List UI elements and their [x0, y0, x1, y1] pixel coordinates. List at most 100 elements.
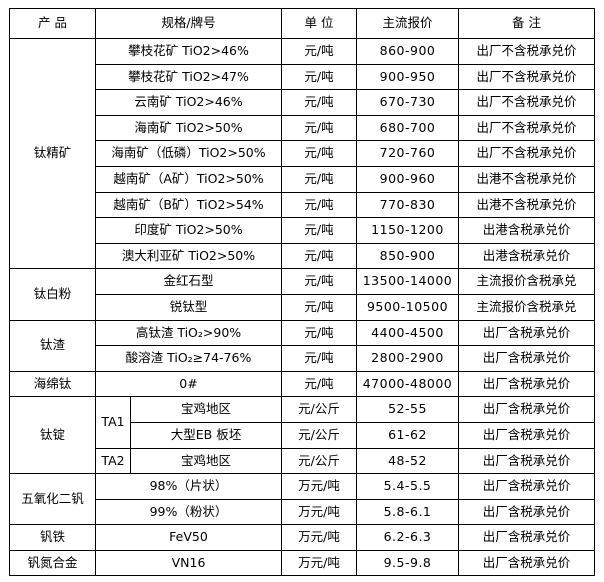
- cell-unit: 元/吨: [281, 370, 357, 398]
- cell-spec: 宝鸡地区: [130, 447, 282, 475]
- table-row: 钛白粉 金红石型 元/吨 13500-14000 主流报价含税承兑: [9, 268, 595, 321]
- cell-unit: 元/吨: [281, 345, 357, 372]
- table-row: 锐钛型 元/吨 9500-10500 主流报价含税承兑: [10, 293, 595, 321]
- cell-spec: 高钛渣 TiO₂>90%: [95, 319, 282, 347]
- cell-spec: 攀枝花矿 TiO2>47%: [95, 63, 282, 91]
- cell-product: 钒氮合金: [9, 549, 96, 577]
- cell-price: 6.2-6.3: [356, 524, 459, 551]
- cell-remark: 出厂含税承兑价: [458, 345, 595, 372]
- header-product: 产 品: [9, 8, 96, 39]
- cell-unit: 元/吨: [281, 114, 357, 142]
- header-row: 产 品 规格/牌号 单 位 主流报价 备 注: [9, 8, 595, 39]
- table-row: 海绵钛 0# 元/吨 47000-48000 出厂含税承兑价: [9, 370, 595, 398]
- cell-spec: 澳大利亚矿 TiO2>50%: [95, 242, 282, 270]
- cell-price: 1150-1200: [356, 217, 459, 244]
- cell-unit: 万元/吨: [281, 549, 357, 577]
- cell-remark: 出厂不含税承兑价: [458, 63, 595, 91]
- table-row: 酸溶渣 TiO₂≥74-76% 元/吨 2800-2900 出厂含税承兑价: [10, 345, 595, 372]
- cell-product: 钛渣: [9, 319, 96, 372]
- cell-remark: 出厂不含税承兑价: [458, 140, 595, 167]
- table-row: 钒氮合金 VN16 万元/吨 9.5-9.8 出厂含税承兑价: [9, 549, 595, 577]
- header-unit: 单 位: [281, 8, 357, 39]
- cell-unit: 元/吨: [281, 63, 357, 91]
- header-spec: 规格/牌号: [95, 8, 282, 39]
- table-row: 越南矿（A矿）TiO2>50% 元/吨 900-960 出港不含税承兑价: [10, 165, 595, 193]
- cell-unit: 元/吨: [281, 319, 357, 347]
- table-row: 钛渣 高钛渣 TiO₂>90% 元/吨 4400-4500 出厂含税承兑价: [9, 319, 595, 372]
- cell-spec: 大型EB 板坯: [130, 421, 282, 449]
- cell-product: 五氧化二钒: [9, 473, 96, 526]
- table-row: 钛精矿 攀枝花矿 TiO2>46% 元/吨 860-900 出厂不含税承兑价: [9, 37, 595, 270]
- cell-grade: TA2: [95, 447, 131, 475]
- cell-product: 钒铁: [9, 524, 96, 551]
- cell-remark: 出厂不含税承兑价: [458, 38, 595, 65]
- cell-remark: 主流报价含税承兑: [458, 268, 595, 295]
- cell-remark: 出港不含税承兑价: [458, 191, 595, 219]
- cell-remark: 出厂不含税承兑价: [458, 89, 595, 116]
- table-row: 海南矿 TiO2>50% 元/吨 680-700 出厂不含税承兑价: [10, 114, 595, 142]
- cell-unit: 元/吨: [281, 293, 357, 321]
- header-price: 主流报价: [356, 8, 459, 39]
- cell-unit: 元/吨: [281, 89, 357, 116]
- cell-unit: 元/吨: [281, 140, 357, 167]
- cell-spec: 宝鸡地区: [130, 396, 282, 423]
- cell-product: 海绵钛: [9, 370, 96, 398]
- cell-spec: 锐钛型: [95, 293, 282, 321]
- cell-spec: 海南矿 TiO2>50%: [95, 114, 282, 142]
- cell-unit: 元/吨: [281, 242, 357, 270]
- cell-spec: FeV50: [95, 524, 282, 551]
- cell-price: 13500-14000: [356, 268, 459, 295]
- cell-spec: 攀枝花矿 TiO2>46%: [95, 38, 282, 65]
- table-row: TA2 宝鸡地区 元/公斤 48-52 出厂含税承兑价: [10, 447, 595, 475]
- table-row: 云南矿 TiO2>46% 元/吨 670-730 出厂不含税承兑价: [10, 89, 595, 116]
- cell-price: 61-62: [356, 421, 459, 449]
- cell-price: 47000-48000: [356, 370, 459, 398]
- cell-grade: TA1: [95, 396, 131, 449]
- cell-price: 9.5-9.8: [356, 549, 459, 577]
- table-header: 产 品 规格/牌号 单 位 主流报价 备 注: [9, 8, 595, 39]
- table-row: 钛锭 TA1 宝鸡地区 元/公斤 52-55 出厂含税承兑价: [9, 396, 595, 475]
- table-body: 钛精矿 攀枝花矿 TiO2>46% 元/吨 860-900 出厂不含税承兑价 攀枝花矿 T…: [9, 37, 595, 577]
- cell-price: 48-52: [356, 447, 459, 475]
- table-row: 五氧化二钒 98%（片状） 万元/吨 5.4-5.5 出厂含税承兑价: [9, 473, 595, 526]
- cell-remark: 出厂含税承兑价: [458, 498, 595, 526]
- cell-spec: 金红石型: [95, 268, 282, 295]
- cell-remark: 出厂含税承兑价: [458, 396, 595, 423]
- cell-unit: 元/吨: [281, 191, 357, 219]
- cell-price: 4400-4500: [356, 319, 459, 347]
- price-table: 产 品 规格/牌号 单 位 主流报价 备 注 钛精矿 攀枝花矿 TiO2>46% 元…: [9, 8, 595, 577]
- cell-spec: 0#: [95, 370, 282, 398]
- header-remark: 备 注: [458, 8, 595, 39]
- cell-price: 9500-10500: [356, 293, 459, 321]
- table-row: 大型EB 板坯 元/公斤 61-62 出厂含税承兑价: [10, 421, 595, 449]
- cell-spec: 海南矿（低磷）TiO2>50%: [95, 140, 282, 167]
- cell-spec: 越南矿（A矿）TiO2>50%: [95, 165, 282, 193]
- cell-price: 2800-2900: [356, 345, 459, 372]
- cell-price: 900-950: [356, 63, 459, 91]
- cell-remark: 出厂含税承兑价: [458, 549, 595, 577]
- cell-remark: 出厂不含税承兑价: [458, 114, 595, 142]
- cell-spec: 越南矿（B矿）TiO2>54%: [95, 191, 282, 219]
- table-row: 攀枝花矿 TiO2>47% 元/吨 900-950 出厂不含税承兑价: [10, 63, 595, 91]
- cell-unit: 元/吨: [281, 38, 357, 65]
- cell-remark: 主流报价含税承兑: [458, 293, 595, 321]
- cell-unit: 万元/吨: [281, 498, 357, 526]
- cell-spec: 酸溶渣 TiO₂≥74-76%: [95, 345, 282, 372]
- table-row: 钒铁 FeV50 万元/吨 6.2-6.3 出厂含税承兑价: [9, 524, 595, 551]
- cell-unit: 元/公斤: [281, 396, 357, 423]
- cell-spec: 云南矿 TiO2>46%: [95, 89, 282, 116]
- cell-price: 900-960: [356, 165, 459, 193]
- cell-unit: 元/吨: [281, 217, 357, 244]
- table-row: 越南矿（B矿）TiO2>54% 元/吨 770-830 出港不含税承兑价: [10, 191, 595, 219]
- cell-price: 770-830: [356, 191, 459, 219]
- cell-remark: 出厂含税承兑价: [458, 319, 595, 347]
- cell-remark: 出厂含税承兑价: [458, 421, 595, 449]
- cell-remark: 出港含税承兑价: [458, 217, 595, 244]
- cell-remark: 出港不含税承兑价: [458, 165, 595, 193]
- table-row: 印度矿 TiO2>50% 元/吨 1150-1200 出港含税承兑价: [10, 217, 595, 244]
- cell-remark: 出厂含税承兑价: [458, 524, 595, 551]
- cell-remark: 出厂含税承兑价: [458, 370, 595, 398]
- table-row: 海南矿（低磷）TiO2>50% 元/吨 720-760 出厂不含税承兑价: [10, 140, 595, 167]
- cell-price: 5.8-6.1: [356, 498, 459, 526]
